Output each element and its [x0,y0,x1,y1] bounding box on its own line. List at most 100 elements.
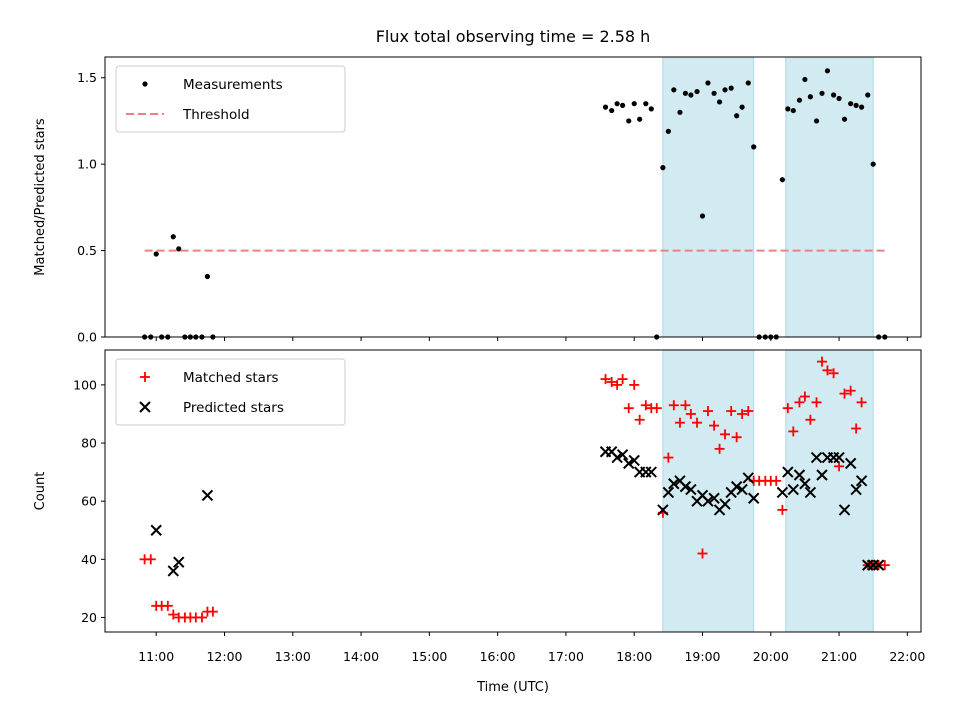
data-point [162,600,173,611]
data-point [702,406,713,417]
x-tick-label: 11:00 [138,649,174,664]
data-point [788,426,799,437]
data-point [176,246,182,252]
data-point [168,609,179,620]
data-point [828,368,839,379]
data-point [722,87,728,93]
data-point [747,492,760,504]
data-point [822,365,833,376]
data-point [665,128,671,134]
data-point [640,400,651,411]
data-point [694,88,700,95]
y-tick-label: 1.5 [77,70,97,85]
data-point [851,423,862,434]
data-point [739,104,745,110]
data-point [616,448,629,461]
axes-frame [104,56,922,338]
data-point [153,251,159,257]
data-point [634,414,645,425]
data-point [204,273,211,280]
data-point [745,80,751,86]
data-point [688,92,694,98]
data-point [679,480,692,493]
data-point [631,101,637,107]
data-point [170,234,176,240]
data-point [839,388,850,399]
data-point [787,483,800,496]
data-point [663,452,674,463]
shaded-interval-0 [662,349,755,633]
data-point [833,451,845,464]
data-point [714,443,725,454]
data-point [824,68,831,74]
x-tick-label: 14:00 [343,649,379,664]
data-point [819,90,825,96]
data-point [813,118,820,124]
data-point [720,429,731,440]
data-point [844,457,857,470]
data-point [804,486,817,499]
legend-swatch [139,401,151,413]
data-point [606,376,617,387]
series-x [150,446,885,577]
data-point [830,92,837,98]
data-point [711,90,717,96]
data-point [845,385,856,396]
data-point [726,406,737,417]
data-point [677,109,683,115]
data-point [697,548,708,559]
chart-title: Flux total observing time = 2.58 h [376,27,651,46]
data-point [668,478,680,490]
data-point [709,420,720,431]
legend-box [115,358,346,426]
data-point [645,466,657,478]
x-tick-label: 18:00 [616,649,652,664]
data-point [799,391,810,402]
legend-label: Threshold [182,107,250,123]
data-point [612,379,623,390]
data-point [802,76,808,83]
x-axis-label: Time (UTC) [476,680,549,695]
axes-frame [104,349,922,633]
x-tick-label: 17:00 [548,649,584,664]
x-tick-label: 12:00 [206,649,242,664]
data-point [623,403,634,414]
data-point [731,432,742,443]
data-point [611,451,623,464]
data-point [628,454,640,467]
data-point [167,565,179,577]
x-tick-label: 20:00 [753,649,789,664]
ratio-panel: 0.0 0.5 1.0 1.5 Matched/Predicted stars Measu… [33,56,922,345]
data-point [730,480,743,493]
legend-label: Predicted stars [183,400,284,416]
data-point [626,118,632,124]
data-point [662,486,675,499]
y-tick-label: 1.0 [77,157,97,172]
data-point [771,475,782,486]
data-point [779,177,785,183]
data-point [782,466,794,478]
data-point [201,489,214,502]
data-point [794,397,805,408]
data-point [702,495,714,507]
data-point [742,472,754,484]
data-point [671,87,677,93]
data-point [699,213,706,219]
data-point [856,397,867,408]
data-point [793,469,806,481]
data-point [674,417,685,428]
legend: Measurements Threshold [115,65,346,133]
data-point [743,406,754,417]
data-point [734,113,740,119]
data-point [660,165,666,171]
x-tick-label: 15:00 [411,649,447,664]
x-tick-label: 22:00 [889,649,925,664]
data-point [657,504,669,516]
legend-label: Matched stars [183,370,279,386]
data-point [782,403,793,414]
shaded-interval-1 [785,349,874,633]
data-point [692,417,703,428]
data-point [728,85,734,91]
data-point [680,400,691,411]
